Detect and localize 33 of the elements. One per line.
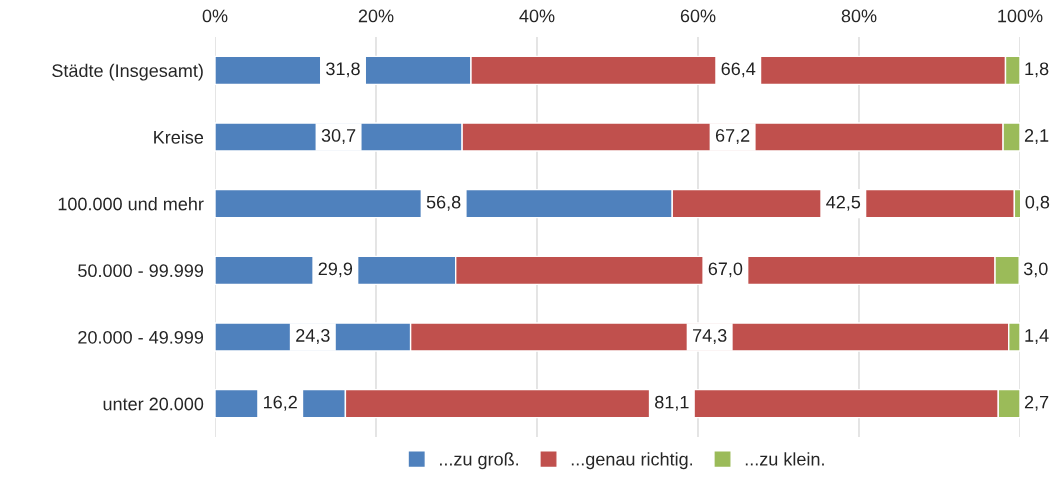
- data-label: 24,3: [296, 329, 330, 344]
- x-tick-label: 40%: [519, 9, 555, 23]
- x-tick-label: 60%: [680, 9, 716, 23]
- data-label: 29,9: [318, 262, 353, 278]
- y-tick-label: unter 20.000: [103, 397, 204, 411]
- data-label: 30,7: [321, 129, 356, 144]
- data-label: 1,4: [1025, 329, 1049, 344]
- x-tick-label: 100%: [998, 9, 1043, 23]
- data-label: 31,8: [326, 62, 360, 78]
- y-tick-label: 50.000 - 99.999: [78, 264, 204, 278]
- data-label: 42,5: [826, 195, 861, 211]
- data-label: 56,8: [426, 195, 461, 211]
- data-label: 2,1: [1024, 129, 1049, 144]
- y-tick-label: 20.000 - 49.999: [78, 330, 204, 344]
- data-label: 1,8: [1025, 62, 1049, 78]
- data-label: 66,4: [721, 62, 756, 78]
- legend-label: ...zu klein.: [745, 452, 824, 466]
- data-label: 74,3: [693, 329, 727, 344]
- data-label: 81,1: [655, 395, 689, 411]
- data-label: 3,0: [1023, 262, 1048, 278]
- data-label: 67,0: [708, 262, 743, 278]
- data-label: 67,2: [715, 129, 750, 144]
- x-tick-label: 0%: [202, 9, 228, 23]
- x-tick-label: 80%: [841, 9, 877, 23]
- y-tick-label: 100.000 und mehr: [58, 197, 204, 211]
- y-tick-label: Städte (Insgesamt): [52, 63, 203, 81]
- data-label: 0,8: [1025, 195, 1050, 211]
- data-label: 2,7: [1024, 395, 1049, 411]
- x-tick-label: 20%: [358, 9, 394, 23]
- legend-label: ...genau richtig.: [571, 452, 693, 470]
- data-label: 16,2: [264, 395, 297, 411]
- legend-label: ...zu groß.: [440, 452, 519, 470]
- y-tick-label: Kreise: [154, 130, 204, 144]
